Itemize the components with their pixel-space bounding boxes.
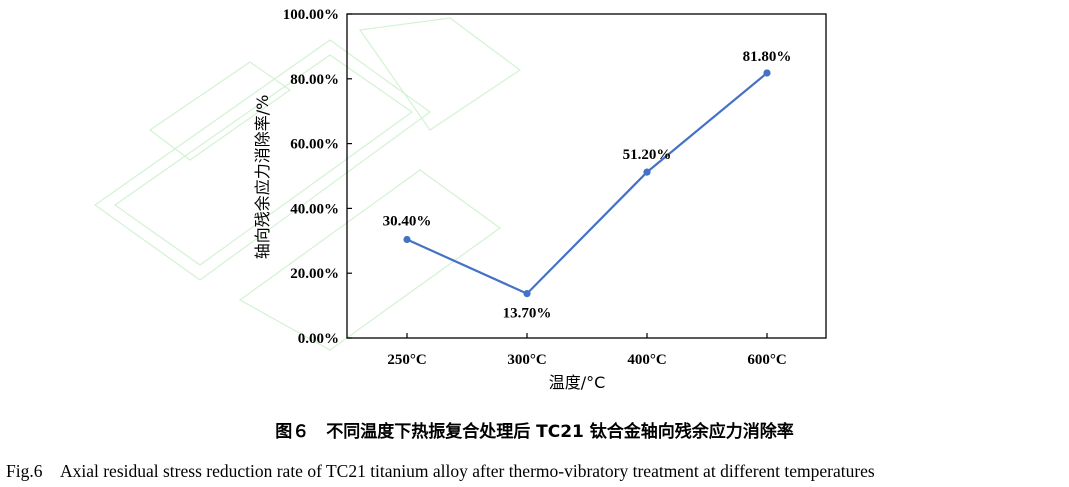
data-label: 30.40% (383, 214, 432, 230)
data-point (643, 168, 651, 176)
data-label: 51.20% (623, 147, 672, 163)
x-axis-title: 温度/°C (549, 373, 606, 392)
y-axis-title: 轴向残余应力消除率/% (253, 95, 272, 260)
plot-area-border (346, 13, 827, 339)
y-tick-label: 100.00% (283, 7, 339, 23)
x-tick-label: 600°C (747, 352, 786, 368)
data-point (403, 235, 411, 244)
data-point (763, 69, 771, 77)
data-label: 81.80% (743, 49, 792, 65)
watermark-graphic (93, 17, 522, 351)
series-line (406, 72, 768, 295)
y-axis-ticks: 0.00% 20.00% 40.00% 60.00% 80.00% 100.00% (283, 7, 352, 347)
x-tick-label: 400°C (627, 352, 666, 368)
plot-frame (346, 13, 827, 339)
figure-caption-english: Fig.6 Axial residual stress reduction ra… (6, 461, 875, 481)
x-tick-label: 250°C (387, 352, 426, 368)
y-tick-label: 0.00% (298, 331, 339, 347)
y-tick-label: 60.00% (290, 137, 339, 153)
line-chart: 0.00% 20.00% 40.00% 60.00% 80.00% 100.00% 250… (93, 7, 827, 392)
data-labels: 30.40% 13.70% 51.20% 81.80% (383, 49, 792, 322)
data-point (523, 290, 531, 298)
series-group (403, 69, 771, 298)
x-tick-label: 300°C (507, 352, 546, 368)
data-label: 13.70% (503, 306, 552, 322)
y-tick-label: 80.00% (290, 72, 339, 88)
figure-caption-chinese: 图６ 不同温度下热振复合处理后 TC21 钛合金轴向残余应力消除率 (275, 422, 794, 442)
x-axis-ticks: 250°C 300°C 400°C 600°C (387, 333, 787, 368)
y-tick-label: 20.00% (290, 266, 339, 282)
y-tick-label: 40.00% (290, 201, 339, 217)
